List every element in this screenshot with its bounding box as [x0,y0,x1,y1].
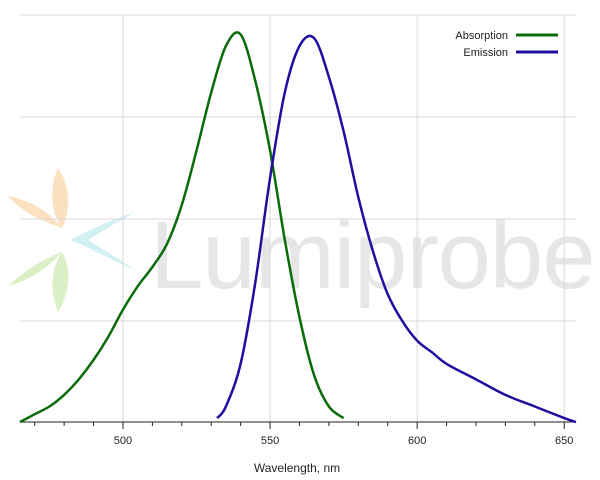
x-axis: 500 550 600 650 [20,421,576,447]
watermark-text: Lumiprobe [150,202,595,309]
grid [20,14,576,422]
x-axis-title: Wavelength, nm [254,461,340,475]
series-line-emission [216,34,577,424]
legend-label-absorption: Absorption [455,30,508,42]
legend-label-emission: Emission [463,47,508,59]
legend-box [440,24,562,62]
x-tick-label: 550 [261,435,279,447]
lumiprobe-logo-mark [8,168,135,312]
series-line-absorption [19,31,345,424]
series-layer [19,31,577,424]
legend: Absorption Emission [440,24,562,62]
x-tick-label: 500 [114,435,132,447]
x-tick-label: 650 [555,435,573,447]
x-tick-label: 600 [408,435,426,447]
lumiprobe-watermark: Lumiprobe [8,168,596,312]
